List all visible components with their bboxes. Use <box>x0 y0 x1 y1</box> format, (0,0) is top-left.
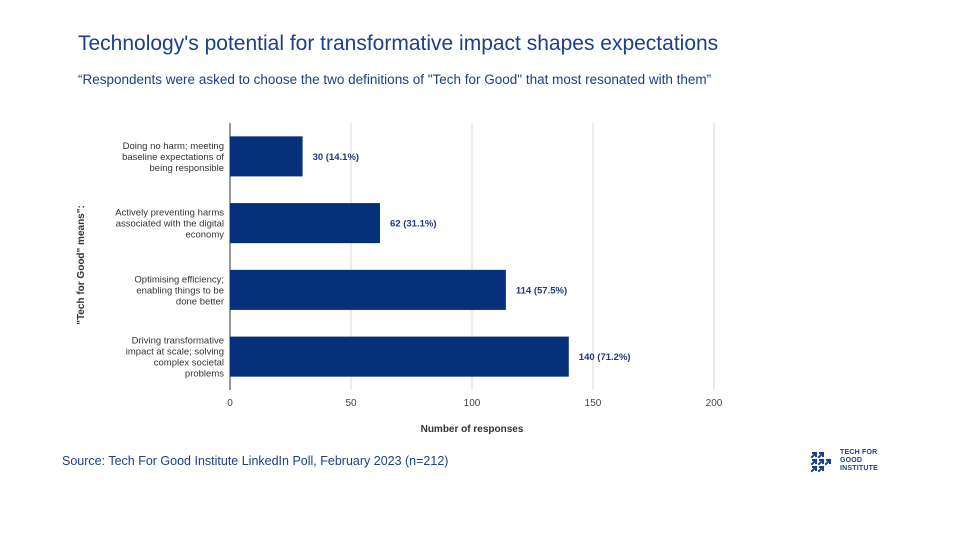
category-label-line: problems <box>185 369 224 380</box>
bar <box>230 136 303 177</box>
data-label: 140 (71.2%) <box>579 352 631 363</box>
x-tick-label: 100 <box>464 398 481 409</box>
category-label-line: Doing no harm; meeting <box>123 141 224 152</box>
category-label-line: done better <box>176 296 224 307</box>
x-tick-label: 50 <box>345 398 357 409</box>
bar <box>230 336 569 377</box>
data-label: 114 (57.5%) <box>516 285 567 296</box>
bar <box>230 203 381 244</box>
data-label: 30 (14.1%) <box>313 152 359 163</box>
arrows-logo-icon <box>810 451 832 473</box>
x-tick-label: 0 <box>227 398 233 409</box>
tfgi-logo: TECH FOR GOOD INSTITUTE <box>810 449 878 473</box>
category-label: Doing no harm; meeting baseline expectati… <box>122 141 224 174</box>
category-label: Driving transformative impact at scale; s… <box>126 336 224 380</box>
x-tick-label: 200 <box>706 398 723 409</box>
category-label-line: being responsible <box>150 163 224 174</box>
logo-line-2: GOOD <box>840 457 863 464</box>
data-label: 62 (31.1%) <box>390 219 436 230</box>
x-tick-label: 150 <box>585 398 602 409</box>
logo-line-3: INSTITUTE <box>840 465 878 472</box>
category-label-line: enabling things to be <box>136 285 224 296</box>
category-label-line: baseline expectations of <box>122 152 224 163</box>
category-label-line: impact at scale; solving <box>126 347 224 358</box>
category-label-line: Driving transformative <box>132 336 224 347</box>
category-label-line: Optimising efficiency; <box>134 274 224 285</box>
logo-wordmark: TECH FOR GOOD INSTITUTE <box>840 449 878 473</box>
bar <box>230 269 506 310</box>
category-label-line: Actively preventing harms <box>115 208 224 219</box>
category-label: Actively preventing harms associated with… <box>115 208 224 241</box>
category-label: Optimising efficiency; enabling things to… <box>134 274 224 307</box>
x-axis-title: Number of responses <box>421 424 524 435</box>
y-axis-title: "Tech for Good" means": <box>76 205 87 325</box>
category-label-line: economy <box>185 230 224 241</box>
logo-line-1: TECH FOR <box>840 449 878 456</box>
source-note: Source: Tech For Good Institute LinkedIn… <box>62 454 449 468</box>
chart-subtitle: “Respondents were asked to choose the tw… <box>78 72 712 87</box>
category-label-line: associated with the digital <box>116 219 224 230</box>
category-label-line: complex societal <box>154 358 224 369</box>
chart-title: Technology's potential for transformativ… <box>78 32 719 55</box>
